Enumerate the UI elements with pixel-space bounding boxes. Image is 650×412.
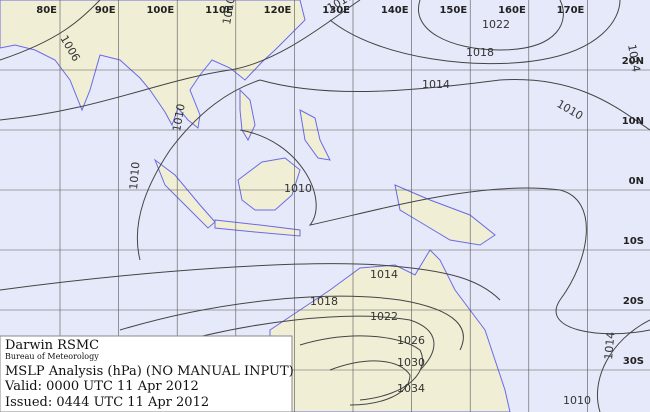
lon-label: 110E	[205, 5, 233, 16]
isobar-label: 1014	[370, 268, 398, 281]
lat-label: 0N	[629, 176, 644, 187]
isobar-label: 1030	[397, 356, 425, 369]
isobar-label: 1014	[625, 43, 643, 73]
land	[0, 0, 511, 412]
product: MSLP Analysis (hPa) (NO MANUAL INPUT)	[5, 364, 294, 379]
lat-label: 10S	[623, 236, 644, 247]
info-box	[0, 335, 293, 412]
isobar-label: 1034	[397, 382, 425, 395]
isobar-label: 1022	[482, 18, 510, 31]
valid-time: Valid: 0000 UTC 11 Apr 2012	[4, 379, 199, 394]
lon-label: 130E	[322, 5, 350, 16]
lon-label: 90E	[95, 5, 116, 16]
lon-label: 170E	[557, 5, 585, 16]
isobar-label: 1010	[127, 161, 142, 190]
lon-label: 100E	[146, 5, 174, 16]
isobar-label: 1010	[170, 103, 188, 133]
isobar-label: 1010	[284, 182, 312, 195]
isobar-label: 1026	[397, 334, 425, 347]
agency: Bureau of Meteorology	[5, 352, 99, 361]
isobar-label: 1018	[466, 46, 494, 59]
isobar-label: 1010	[563, 394, 591, 407]
isobar-label: 1018	[310, 295, 338, 308]
lon-label: 160E	[498, 5, 526, 16]
isobar-label: 1014	[602, 331, 617, 360]
lon-label: 80E	[36, 5, 57, 16]
isobar-label: 1014	[422, 78, 450, 91]
lon-label: 150E	[439, 5, 467, 16]
lat-label: 10N	[622, 116, 644, 127]
lat-label: 20N	[622, 56, 644, 67]
issued-time: Issued: 0444 UTC 11 Apr 2012	[5, 395, 209, 410]
lon-label: 140E	[381, 5, 409, 16]
lat-label: 30S	[623, 356, 644, 367]
office: Darwin RSMC	[5, 338, 99, 353]
isobar-label: 1022	[370, 310, 398, 323]
isobar-label: 1010	[220, 0, 238, 26]
lat-label: 20S	[623, 296, 644, 307]
lon-label: 120E	[264, 5, 292, 16]
